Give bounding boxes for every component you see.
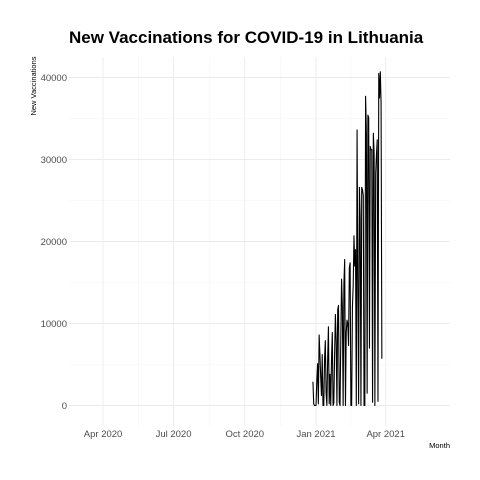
y-axis-ticks: 0 10000 20000 30000 40000 [41,73,67,412]
x-tick-label: Apr 2020 [84,429,123,440]
y-tick-label: 20000 [41,237,67,248]
x-tick-label: Jan 2021 [296,429,335,440]
chart-title: New Vaccinations for COVID-19 in Lithuan… [69,28,424,47]
series-line-new-vaccinations [312,71,383,407]
y-tick-label: 30000 [41,155,67,166]
y-axis-label: New Vaccinations [29,56,38,115]
series-layer [312,71,383,407]
y-tick-label: 40000 [41,73,67,84]
x-axis-ticks: Apr 2020 Jul 2020 Oct 2020 Jan 2021 Apr 2021 [84,429,405,440]
grid [69,57,450,426]
y-tick-label: 10000 [41,319,67,330]
x-tick-label: Oct 2020 [226,429,265,440]
y-tick-label: 0 [62,401,67,412]
x-tick-label: Apr 2021 [366,429,405,440]
x-tick-label: Jul 2020 [156,429,192,440]
x-axis-label: Month [429,441,450,450]
